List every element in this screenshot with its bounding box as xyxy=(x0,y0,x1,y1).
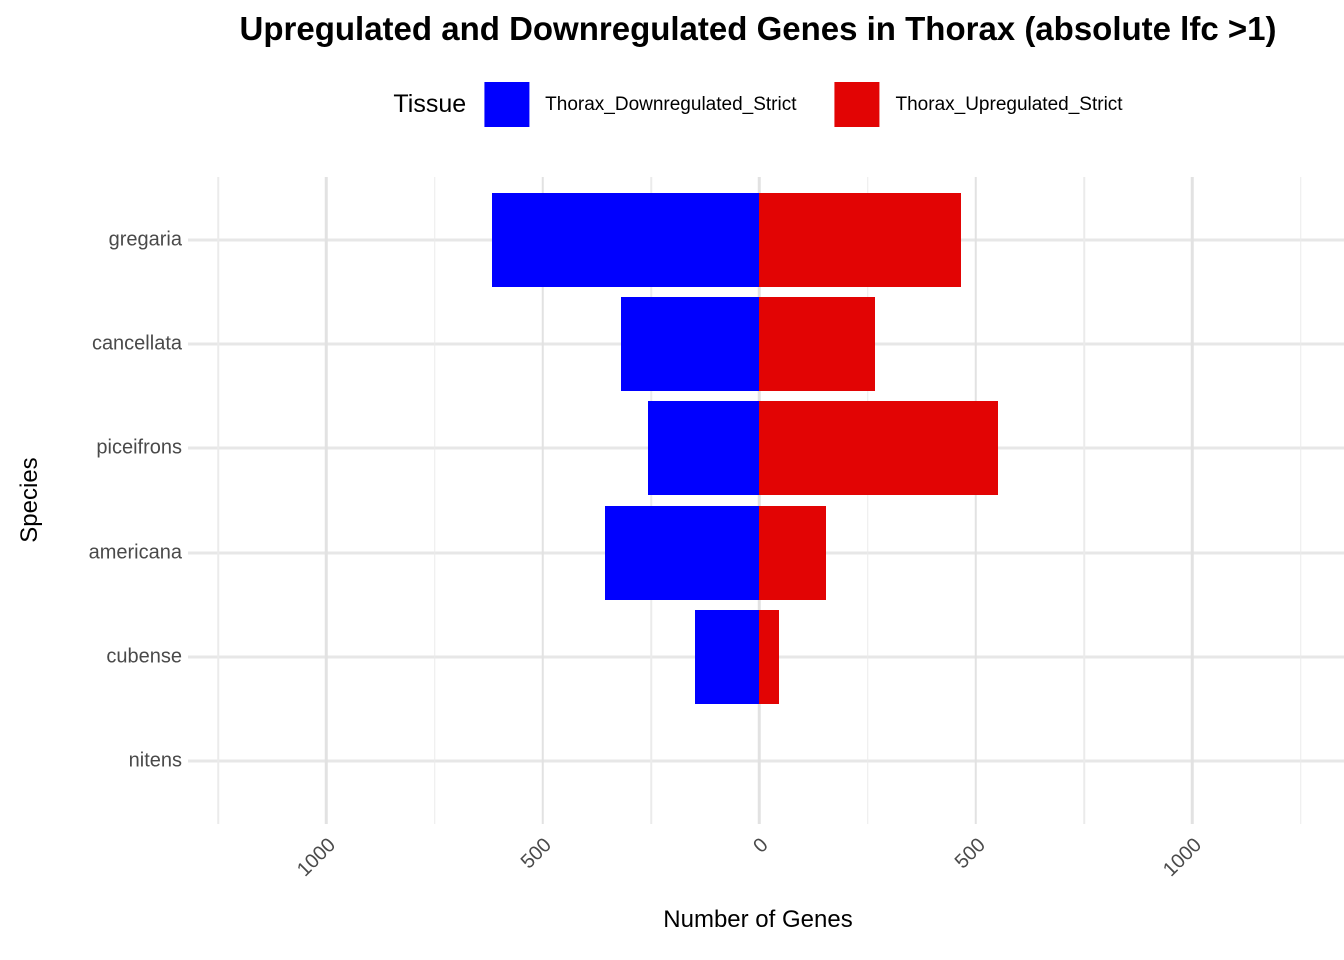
y-axis-labels: gregaria cancellata piceifrons americana cub… xyxy=(0,177,182,824)
legend: Tissue Thorax_Downregulated_Strict Thora… xyxy=(393,82,1123,127)
x-tick-label-0: 0 xyxy=(749,834,773,858)
gridline-row-nitens xyxy=(188,759,1344,763)
x-axis-ticks: 1000 500 0 500 1000 xyxy=(218,824,1344,914)
legend-swatch-upregulated-icon xyxy=(834,82,880,127)
gridline-minor-x-750 xyxy=(433,177,436,824)
bar-cancellata-downregulated xyxy=(620,296,760,391)
gridline-major-x-500 xyxy=(541,177,545,824)
gridline-minor-x-1250 xyxy=(217,177,219,824)
gridline-major-x0 xyxy=(758,177,761,824)
gridline-major-x-1000 xyxy=(325,177,328,824)
legend-item-upregulated: Thorax_Upregulated_Strict xyxy=(834,82,1123,127)
y-tick-label-piceifrons: piceifrons xyxy=(96,436,182,459)
x-tick-label-500: 500 xyxy=(950,834,990,874)
y-tick-label-nitens: nitens xyxy=(128,749,182,772)
x-tick-label--500: 500 xyxy=(517,834,557,874)
x-axis-title: Number of Genes xyxy=(663,906,853,933)
y-tick-label-cancellata: cancellata xyxy=(91,332,182,355)
bar-cubense-downregulated xyxy=(695,610,760,705)
gridline-major-x500 xyxy=(974,177,978,824)
bar-piceifrons-downregulated xyxy=(648,401,760,496)
bar-cancellata-upregulated xyxy=(759,296,875,391)
bar-americana-upregulated xyxy=(759,505,827,600)
y-tick-label-cubense: cubense xyxy=(106,645,182,668)
x-tick-label-1000: 1000 xyxy=(1158,834,1206,882)
legend-label-downregulated: Thorax_Downregulated_Strict xyxy=(545,93,797,115)
gridline-minor-x750 xyxy=(1083,177,1085,824)
y-tick-label-gregaria: gregaria xyxy=(108,228,182,251)
gridline-minor-x250 xyxy=(866,177,869,824)
gridline-major-x1000 xyxy=(1191,177,1194,824)
legend-title: Tissue xyxy=(393,90,467,118)
gridline-minor-x1250 xyxy=(1299,177,1302,824)
bar-gregaria-upregulated xyxy=(759,192,961,287)
bar-piceifrons-upregulated xyxy=(759,401,998,496)
bar-americana-downregulated xyxy=(604,505,760,600)
legend-swatch-downregulated-icon xyxy=(484,82,530,127)
chart-title: Upregulated and Downregulated Genes in T… xyxy=(239,10,1277,47)
y-tick-label-americana: americana xyxy=(88,541,182,564)
legend-item-downregulated: Thorax_Downregulated_Strict xyxy=(484,82,797,127)
bar-gregaria-downregulated xyxy=(491,192,760,287)
gridline-minor-x-250 xyxy=(650,177,652,824)
legend-label-upregulated: Thorax_Upregulated_Strict xyxy=(895,93,1123,115)
x-tick-label--1000: 1000 xyxy=(292,834,340,882)
bar-cubense-upregulated xyxy=(759,610,779,705)
plot-panel xyxy=(188,177,1344,824)
